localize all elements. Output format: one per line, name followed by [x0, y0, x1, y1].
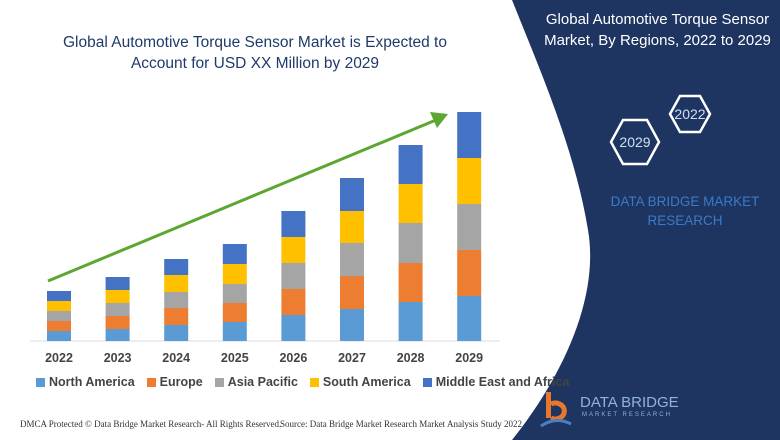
bar-2023-europe	[105, 316, 130, 329]
bar-2023-south-america	[105, 290, 130, 303]
bar-2028-asia-pacific	[398, 223, 423, 263]
bar-2029-south-america	[457, 158, 482, 204]
bar-2027-north-america	[340, 309, 364, 341]
x-tick-label: 2028	[397, 351, 425, 365]
x-tick-label: 2023	[104, 351, 132, 365]
bar-2025-asia-pacific	[222, 284, 247, 303]
logo-subtext: MARKET RESEARCH	[582, 412, 672, 418]
bar-2026-middle-east-and-africa	[281, 211, 306, 237]
legend-swatch	[36, 377, 45, 387]
bar-2022-north-america	[47, 331, 71, 341]
legend-swatch	[146, 377, 156, 387]
side-title: Global Automotive Torque Sensor Market, …	[544, 11, 771, 49]
bar-2026-asia-pacific	[281, 263, 306, 289]
bar-2027-middle-east-and-africa	[340, 178, 364, 211]
bar-2029-middle-east-and-africa	[457, 112, 482, 158]
legend-item: Europe	[146, 375, 203, 389]
bar-2027-asia-pacific	[340, 243, 364, 276]
brand-text: DATA BRIDGE MARKET RESEARCH	[610, 194, 760, 228]
bar-2022-europe	[47, 321, 71, 331]
bar-2028-north-america	[398, 302, 423, 341]
hexagon-2029	[609, 118, 661, 166]
x-tick-label: 2025	[221, 351, 249, 365]
bar-2028-middle-east-and-africa	[398, 145, 423, 184]
bar-2025-europe	[222, 303, 247, 322]
legend-label: Asia Pacific	[227, 375, 298, 389]
legend-item: North America	[36, 375, 135, 389]
hexagon-2022	[668, 94, 712, 134]
bar-2024-middle-east-and-africa	[164, 259, 189, 275]
dmca-notice: DMCA Protected © Data Bridge Market Rese…	[20, 419, 282, 429]
legend-swatch	[309, 377, 319, 387]
bar-2025-middle-east-and-africa	[222, 244, 247, 264]
bar-2026-south-america	[281, 237, 306, 263]
bar-2029-north-america	[457, 296, 482, 341]
x-tick-label: 2024	[162, 351, 190, 365]
logo-icon	[540, 392, 572, 428]
legend-label: South America	[322, 375, 411, 389]
hex-label-2022: 2022	[674, 106, 705, 122]
bar-2025-south-america	[222, 264, 247, 284]
x-tick-label: 2026	[279, 351, 307, 365]
legend-item: Middle East and Africa	[422, 375, 570, 389]
bar-2024-europe	[164, 308, 189, 325]
legend-label: North America	[49, 375, 135, 389]
legend-item: South America	[309, 375, 411, 389]
legend-swatch	[422, 377, 432, 387]
bar-2022-middle-east-and-africa	[47, 291, 71, 301]
legend-swatch	[214, 377, 224, 387]
hex-label-2029: 2029	[619, 134, 650, 150]
bar-2023-north-america	[105, 329, 130, 341]
bar-2027-south-america	[340, 211, 364, 243]
x-tick-label: 2029	[455, 351, 483, 365]
bar-2024-north-america	[164, 325, 189, 341]
bar-2025-north-america	[222, 322, 247, 341]
legend-item: Asia Pacific	[214, 375, 298, 389]
bar-2026-europe	[281, 289, 306, 315]
logo-text: DATA BRIDGE	[580, 394, 679, 411]
bar-2023-asia-pacific	[105, 303, 130, 316]
source-note: Source: Data Bridge Market Research Mark…	[280, 419, 522, 429]
bar-2022-south-america	[47, 301, 71, 311]
chart-title: Global Automotive Torque Sensor Market i…	[63, 34, 447, 72]
bar-2028-europe	[398, 263, 423, 302]
bar-2024-south-america	[164, 275, 189, 292]
legend-label: Middle East and Africa	[435, 375, 570, 389]
bar-2026-north-america	[281, 315, 306, 341]
side-panel	[512, 0, 780, 440]
x-tick-label: 2022	[45, 351, 73, 365]
bar-2023-middle-east-and-africa	[105, 277, 130, 290]
legend: North America Europe Asia Pacific South Ame…	[36, 375, 569, 389]
bar-2028-south-america	[398, 184, 423, 223]
bar-2029-asia-pacific	[457, 204, 482, 250]
bar-2029-europe	[457, 250, 482, 296]
bar-2022-asia-pacific	[47, 311, 71, 321]
x-tick-label: 2027	[338, 351, 366, 365]
trend-arrow	[47, 112, 448, 283]
bar-2027-europe	[340, 276, 364, 309]
legend-label: Europe	[159, 375, 203, 389]
bar-2024-asia-pacific	[164, 292, 189, 308]
